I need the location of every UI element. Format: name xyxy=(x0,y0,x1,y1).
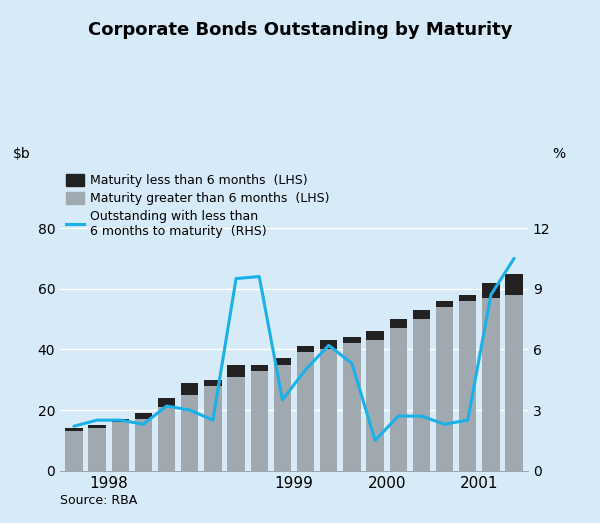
Bar xyxy=(204,380,221,386)
Bar xyxy=(389,319,407,328)
Bar xyxy=(251,365,268,371)
Bar xyxy=(181,395,199,471)
Bar xyxy=(135,419,152,471)
Bar xyxy=(88,428,106,471)
Bar xyxy=(158,407,175,471)
Bar xyxy=(227,377,245,471)
Bar xyxy=(112,419,129,422)
Bar xyxy=(297,353,314,471)
Bar xyxy=(482,282,500,298)
Bar xyxy=(413,319,430,471)
Bar xyxy=(251,371,268,471)
Bar xyxy=(367,340,384,471)
Bar xyxy=(436,307,453,471)
Bar xyxy=(413,310,430,319)
Bar xyxy=(88,425,106,428)
Bar xyxy=(65,431,83,471)
Bar xyxy=(297,346,314,353)
Bar xyxy=(227,365,245,377)
Bar xyxy=(274,358,291,365)
Bar xyxy=(158,398,175,407)
Bar xyxy=(505,274,523,295)
Bar xyxy=(367,331,384,340)
Bar xyxy=(343,343,361,471)
Bar xyxy=(181,383,199,395)
Bar xyxy=(135,413,152,419)
Text: %: % xyxy=(553,147,565,161)
Bar xyxy=(389,328,407,471)
Bar xyxy=(459,301,476,471)
Bar xyxy=(65,428,83,431)
Bar xyxy=(343,337,361,343)
Bar xyxy=(436,301,453,307)
Bar xyxy=(505,295,523,471)
Legend: Maturity less than 6 months  (LHS), Maturity greater than 6 months  (LHS), Outst: Maturity less than 6 months (LHS), Matur… xyxy=(66,174,329,238)
Text: Corporate Bonds Outstanding by Maturity: Corporate Bonds Outstanding by Maturity xyxy=(88,21,512,39)
Bar xyxy=(482,298,500,471)
Bar xyxy=(204,386,221,471)
Bar xyxy=(320,340,337,349)
Bar xyxy=(320,349,337,471)
Bar xyxy=(459,295,476,301)
Bar xyxy=(274,365,291,471)
Text: $b: $b xyxy=(13,147,31,161)
Bar xyxy=(112,422,129,471)
Text: Source: RBA: Source: RBA xyxy=(60,494,137,507)
